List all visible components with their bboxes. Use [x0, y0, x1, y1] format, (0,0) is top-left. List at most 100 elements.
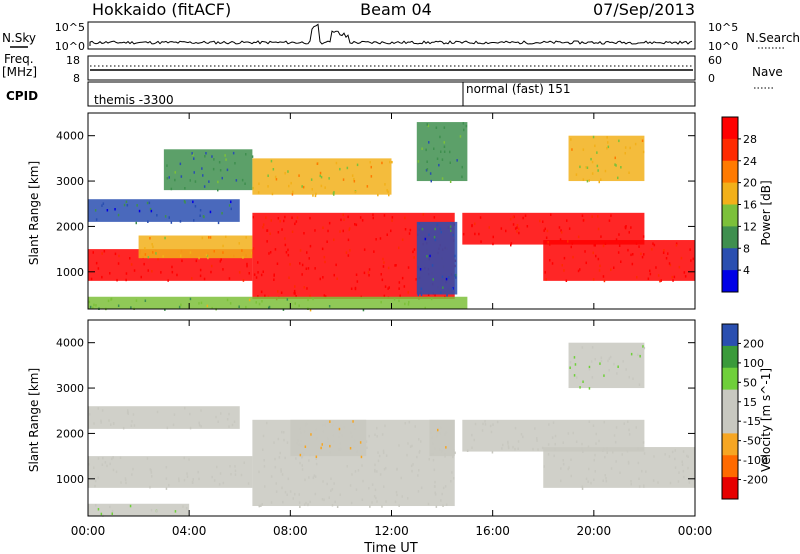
- heatmap-speck: [136, 204, 138, 207]
- heatmap-speck: [558, 226, 561, 229]
- heatmap-speck: [222, 481, 225, 485]
- heatmap-speck: [381, 505, 383, 508]
- heatmap-speck: [262, 226, 264, 229]
- heatmap-speck: [653, 455, 655, 458]
- heatmap-speck: [361, 219, 364, 222]
- heatmap-speck: [164, 215, 167, 218]
- heatmap-speck: [436, 434, 438, 438]
- heatmap-speck: [133, 269, 136, 272]
- heatmap-speck: [294, 302, 296, 305]
- freq-frame: [87, 55, 696, 81]
- heatmap-speck: [324, 423, 326, 427]
- heatmap-speck: [632, 253, 634, 256]
- heatmap-speck: [293, 292, 295, 295]
- x-tick-label: 00:00: [71, 524, 106, 538]
- heatmap-speck: [444, 433, 446, 436]
- colorbar-swatch: [722, 138, 738, 162]
- power-y-label: Slant Range [km]: [27, 161, 41, 265]
- heatmap-speck: [216, 465, 218, 469]
- heatmap-speck: [116, 278, 118, 282]
- heatmap-speck: [208, 236, 210, 239]
- heatmap-speck: [194, 180, 197, 183]
- heatmap-speck: [113, 422, 115, 426]
- heatmap-speck: [587, 445, 590, 448]
- heatmap-speck: [684, 275, 687, 278]
- heatmap-speck: [576, 376, 578, 379]
- heatmap-speck: [310, 178, 313, 181]
- cpid-segment-2: normal (fast) 151: [466, 82, 570, 96]
- heatmap-speck: [665, 257, 668, 260]
- heatmap-speck: [445, 446, 447, 449]
- heatmap-speck: [692, 257, 694, 261]
- heatmap-speck: [563, 269, 565, 272]
- heatmap-speck: [600, 356, 603, 359]
- heatmap-speck: [291, 216, 293, 219]
- heatmap-speck: [543, 465, 545, 468]
- heatmap-speck: [641, 469, 643, 473]
- heatmap-speck: [604, 474, 606, 477]
- heatmap-speck: [349, 447, 352, 450]
- heatmap-speck: [226, 418, 229, 421]
- heatmap-speck: [388, 193, 390, 197]
- heatmap-speck: [281, 430, 283, 434]
- heatmap-speck: [481, 429, 484, 432]
- colorbar-frame: [721, 323, 739, 500]
- heatmap-speck: [320, 175, 323, 179]
- heatmap-speck: [449, 150, 451, 154]
- heatmap-speck: [429, 254, 431, 258]
- heatmap-speck: [649, 269, 651, 273]
- heatmap-speck: [178, 477, 180, 480]
- heatmap-speck: [353, 177, 355, 181]
- heatmap-speck: [224, 154, 226, 157]
- heatmap-speck: [373, 495, 376, 498]
- heatmap-speck: [381, 161, 383, 165]
- heatmap-speck: [385, 454, 388, 457]
- heatmap-speck: [189, 179, 191, 182]
- heatmap-speck: [371, 483, 374, 486]
- heatmap-speck: [192, 153, 194, 156]
- heatmap-speck: [596, 151, 598, 154]
- heatmap-speck: [127, 409, 129, 412]
- heatmap-speck: [512, 445, 514, 449]
- heatmap-speck: [299, 262, 301, 265]
- heatmap-speck: [353, 439, 356, 443]
- heatmap-speck: [559, 238, 562, 241]
- heatmap-speck: [641, 139, 644, 142]
- heatmap-speck: [449, 225, 452, 228]
- heatmap-speck: [230, 200, 232, 204]
- heatmap-speck: [514, 447, 516, 451]
- heatmap-speck: [362, 308, 365, 312]
- colorbar-swatch: [722, 182, 738, 205]
- heatmap-speck: [509, 217, 512, 221]
- velocity-panel: 1000 2000 3000 4000 Slant Range [km] 200 100…: [27, 319, 773, 517]
- heatmap-speck: [435, 126, 438, 129]
- heatmap-speck: [674, 457, 676, 461]
- heatmap-speck: [442, 286, 444, 289]
- heatmap-speck: [507, 442, 509, 445]
- beam-title: Beam 04: [360, 0, 432, 19]
- x-axis: 00:00 04:00 08:00 12:00 16:00 20:00 00:00: [71, 113, 712, 538]
- heatmap-speck: [270, 219, 272, 222]
- heatmap-speck: [252, 247, 255, 250]
- heatmap-speck: [579, 386, 581, 389]
- heatmap-speck: [373, 250, 375, 253]
- heatmap-speck: [449, 161, 451, 164]
- heatmap-speck: [151, 475, 153, 478]
- heatmap-speck: [517, 440, 520, 443]
- heatmap-speck: [314, 194, 317, 198]
- heatmap-speck: [378, 454, 381, 458]
- heatmap-speck: [382, 257, 384, 261]
- heatmap-speck: [302, 185, 305, 189]
- heatmap-speck: [605, 477, 607, 480]
- heatmap-speck: [575, 173, 578, 176]
- heatmap-speck: [356, 163, 359, 167]
- heatmap-cell: [88, 406, 240, 429]
- heatmap-speck: [149, 485, 151, 489]
- heatmap-speck: [320, 184, 323, 188]
- heatmap-speck: [443, 150, 446, 153]
- heatmap-speck: [459, 135, 462, 138]
- heatmap-speck: [454, 254, 456, 258]
- power-colorbar-label: Power [dB]: [759, 180, 773, 245]
- heatmap-speck: [421, 227, 424, 231]
- heatmap-speck: [429, 172, 432, 175]
